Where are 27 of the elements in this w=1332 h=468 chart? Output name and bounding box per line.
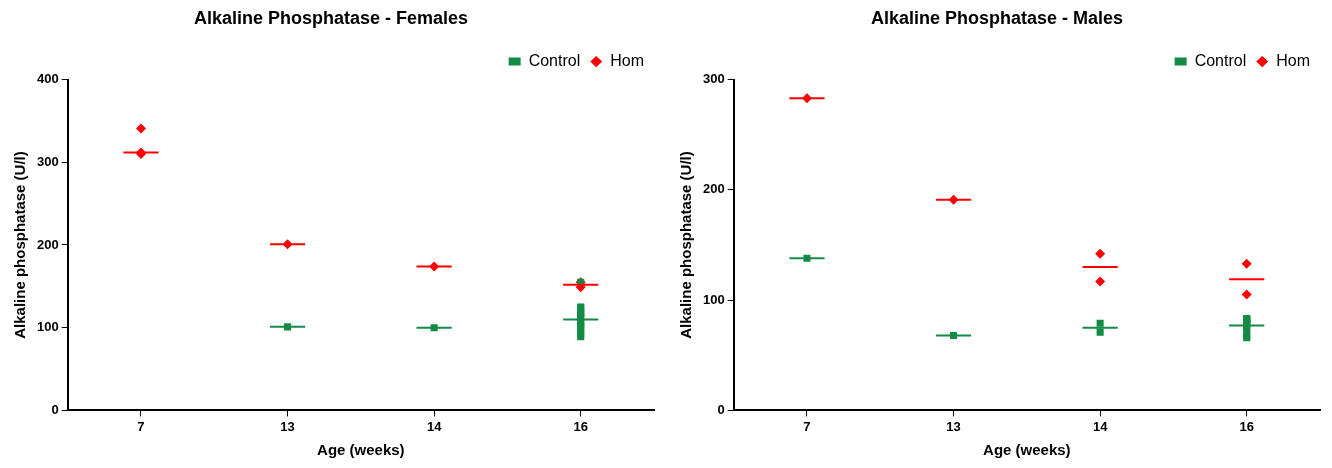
x-tick-label: 14 <box>426 418 443 434</box>
y-tick-label: 200 <box>702 181 725 197</box>
chart-title: Alkaline Phosphatase - Males <box>870 7 1124 28</box>
y-tick-label: 100 <box>702 291 725 307</box>
y-tick-label: 400 <box>36 71 59 87</box>
legend-label: Hom <box>1276 52 1310 70</box>
y-tick-label: 200 <box>36 236 59 252</box>
x-axis-title: Age (weeks) <box>983 441 1071 459</box>
y-axis-title: Alkaline phosphatase (U/l) <box>677 151 695 339</box>
x-tick-label: 7 <box>803 418 811 434</box>
y-tick-label: 300 <box>36 153 59 169</box>
x-tick-label: 13 <box>280 418 295 434</box>
x-tick-label: 14 <box>1092 418 1109 434</box>
x-tick-label: 7 <box>137 418 145 434</box>
legend-label: Hom <box>610 52 644 70</box>
chart-title: Alkaline Phosphatase - Females <box>193 7 469 28</box>
legend-label: Control <box>528 52 581 70</box>
y-tick-label: 300 <box>702 71 725 87</box>
y-tick-label: 0 <box>717 401 725 417</box>
legend-label: Control <box>1194 52 1247 70</box>
x-tick-label: 16 <box>573 418 588 434</box>
x-tick-label: 13 <box>946 418 961 434</box>
y-tick-label: 0 <box>51 401 59 417</box>
y-axis-title: Alkaline phosphatase (U/l) <box>11 151 29 339</box>
x-tick-label: 16 <box>1239 418 1254 434</box>
x-axis-title: Age (weeks) <box>317 441 405 459</box>
y-tick-label: 100 <box>36 319 59 335</box>
